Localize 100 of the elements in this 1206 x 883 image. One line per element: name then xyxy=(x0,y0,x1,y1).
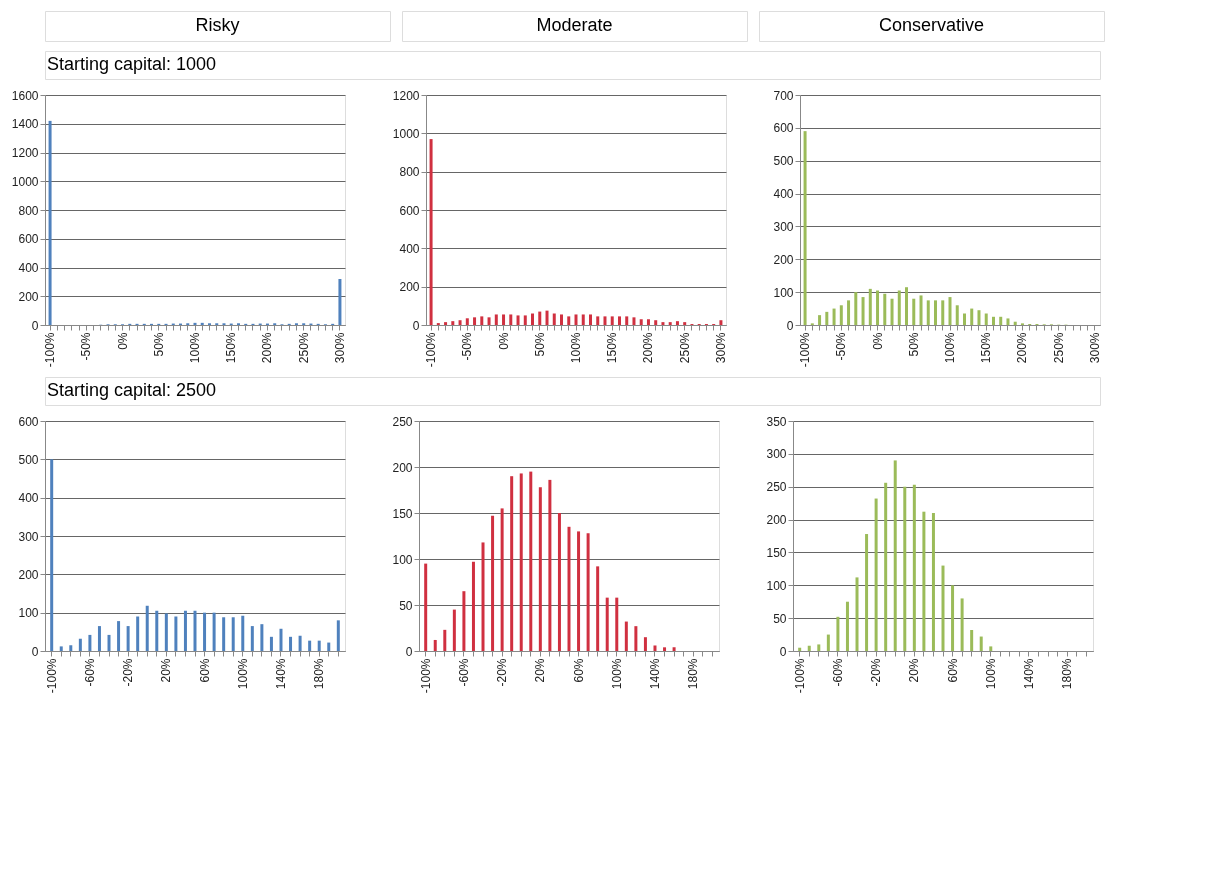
x-tick-label: -50% xyxy=(460,332,475,361)
bar xyxy=(577,531,581,651)
bar xyxy=(807,645,811,651)
bar xyxy=(719,320,723,325)
bar xyxy=(560,314,564,325)
x-tick-label: 60% xyxy=(571,658,586,683)
bar xyxy=(269,636,273,651)
y-tick-label: 0 xyxy=(786,318,794,333)
bar xyxy=(289,636,293,651)
x-tick-label: 300% xyxy=(332,332,347,364)
bar xyxy=(970,308,974,325)
bar xyxy=(338,279,342,325)
x-tick-label: -50% xyxy=(79,332,94,361)
bar xyxy=(117,621,121,651)
bar xyxy=(663,647,667,651)
bar xyxy=(941,565,945,651)
bar xyxy=(452,609,456,651)
bar xyxy=(548,479,552,651)
bar xyxy=(523,315,527,325)
y-tick-label: 300 xyxy=(773,219,794,234)
bar xyxy=(50,459,54,651)
bar xyxy=(552,313,556,325)
bar xyxy=(962,313,966,325)
x-tick-label: -100% xyxy=(418,658,433,694)
x-tick-label: 140% xyxy=(273,658,288,690)
x-tick-label: 0% xyxy=(496,332,511,350)
bar xyxy=(948,297,952,325)
bar xyxy=(183,610,187,651)
bar xyxy=(683,322,687,325)
x-tick-label: 180% xyxy=(1060,658,1075,690)
bar xyxy=(250,626,254,651)
bar xyxy=(1006,318,1010,325)
bar xyxy=(1013,321,1017,325)
y-tick-label: 500 xyxy=(18,452,39,467)
bar xyxy=(934,300,938,325)
bar xyxy=(653,645,657,651)
bar xyxy=(481,542,485,651)
bar xyxy=(298,635,302,651)
y-tick-label: 300 xyxy=(18,529,39,544)
y-tick-label: 200 xyxy=(766,513,787,528)
bar xyxy=(462,591,466,651)
bar xyxy=(596,316,600,325)
bar xyxy=(336,620,340,651)
bar xyxy=(97,626,101,651)
x-tick-label: -100% xyxy=(792,658,807,694)
bar xyxy=(200,322,204,325)
bar xyxy=(897,290,901,325)
bar xyxy=(557,513,561,651)
y-tick-label: 600 xyxy=(399,203,420,218)
y-tick-label: 800 xyxy=(399,165,420,180)
bar xyxy=(443,629,447,651)
y-tick-label: 0 xyxy=(412,318,420,333)
bar xyxy=(212,612,216,651)
bar xyxy=(984,313,988,325)
y-tick-label: 200 xyxy=(392,460,413,475)
y-tick-label: 150 xyxy=(766,545,787,560)
y-tick-label: 600 xyxy=(773,121,794,136)
x-tick-label: 20% xyxy=(159,658,174,683)
bar xyxy=(429,139,433,325)
bar xyxy=(826,634,830,651)
bar xyxy=(480,316,484,325)
bar xyxy=(126,626,130,651)
bar xyxy=(545,310,549,325)
bar xyxy=(979,636,983,651)
x-tick-label: 20% xyxy=(533,658,548,683)
bar xyxy=(615,597,619,651)
bar xyxy=(231,617,235,651)
x-tick-label: 200% xyxy=(260,332,275,364)
bar xyxy=(308,640,312,651)
x-tick-label: -60% xyxy=(82,658,97,687)
x-tick-label: 50% xyxy=(906,332,921,357)
x-tick-label: 140% xyxy=(647,658,662,690)
bar xyxy=(893,460,897,651)
bar xyxy=(903,486,907,651)
x-tick-label: 150% xyxy=(979,332,994,364)
x-tick-label: 100% xyxy=(983,658,998,690)
bar xyxy=(519,473,523,651)
bar xyxy=(567,316,571,325)
chart-title: Conservative xyxy=(878,15,985,35)
bar xyxy=(433,639,437,651)
bar xyxy=(155,610,159,651)
y-tick-label: 600 xyxy=(18,414,39,429)
bar xyxy=(222,617,226,651)
bar xyxy=(926,300,930,325)
x-tick-label: 60% xyxy=(945,658,960,683)
y-tick-label: 1000 xyxy=(11,174,39,189)
bar xyxy=(951,585,955,651)
bar xyxy=(675,321,679,325)
bar xyxy=(193,610,197,651)
bar xyxy=(69,645,73,651)
bar xyxy=(922,511,926,651)
chart-subtitle: Starting capital: 1000 xyxy=(47,54,217,74)
bar xyxy=(661,322,665,325)
bar xyxy=(78,638,82,651)
bar xyxy=(59,646,63,651)
bar xyxy=(883,293,887,325)
x-tick-label: 100% xyxy=(235,658,250,690)
bar xyxy=(861,297,865,325)
bar xyxy=(538,311,542,325)
x-tick-label: -20% xyxy=(495,658,510,687)
